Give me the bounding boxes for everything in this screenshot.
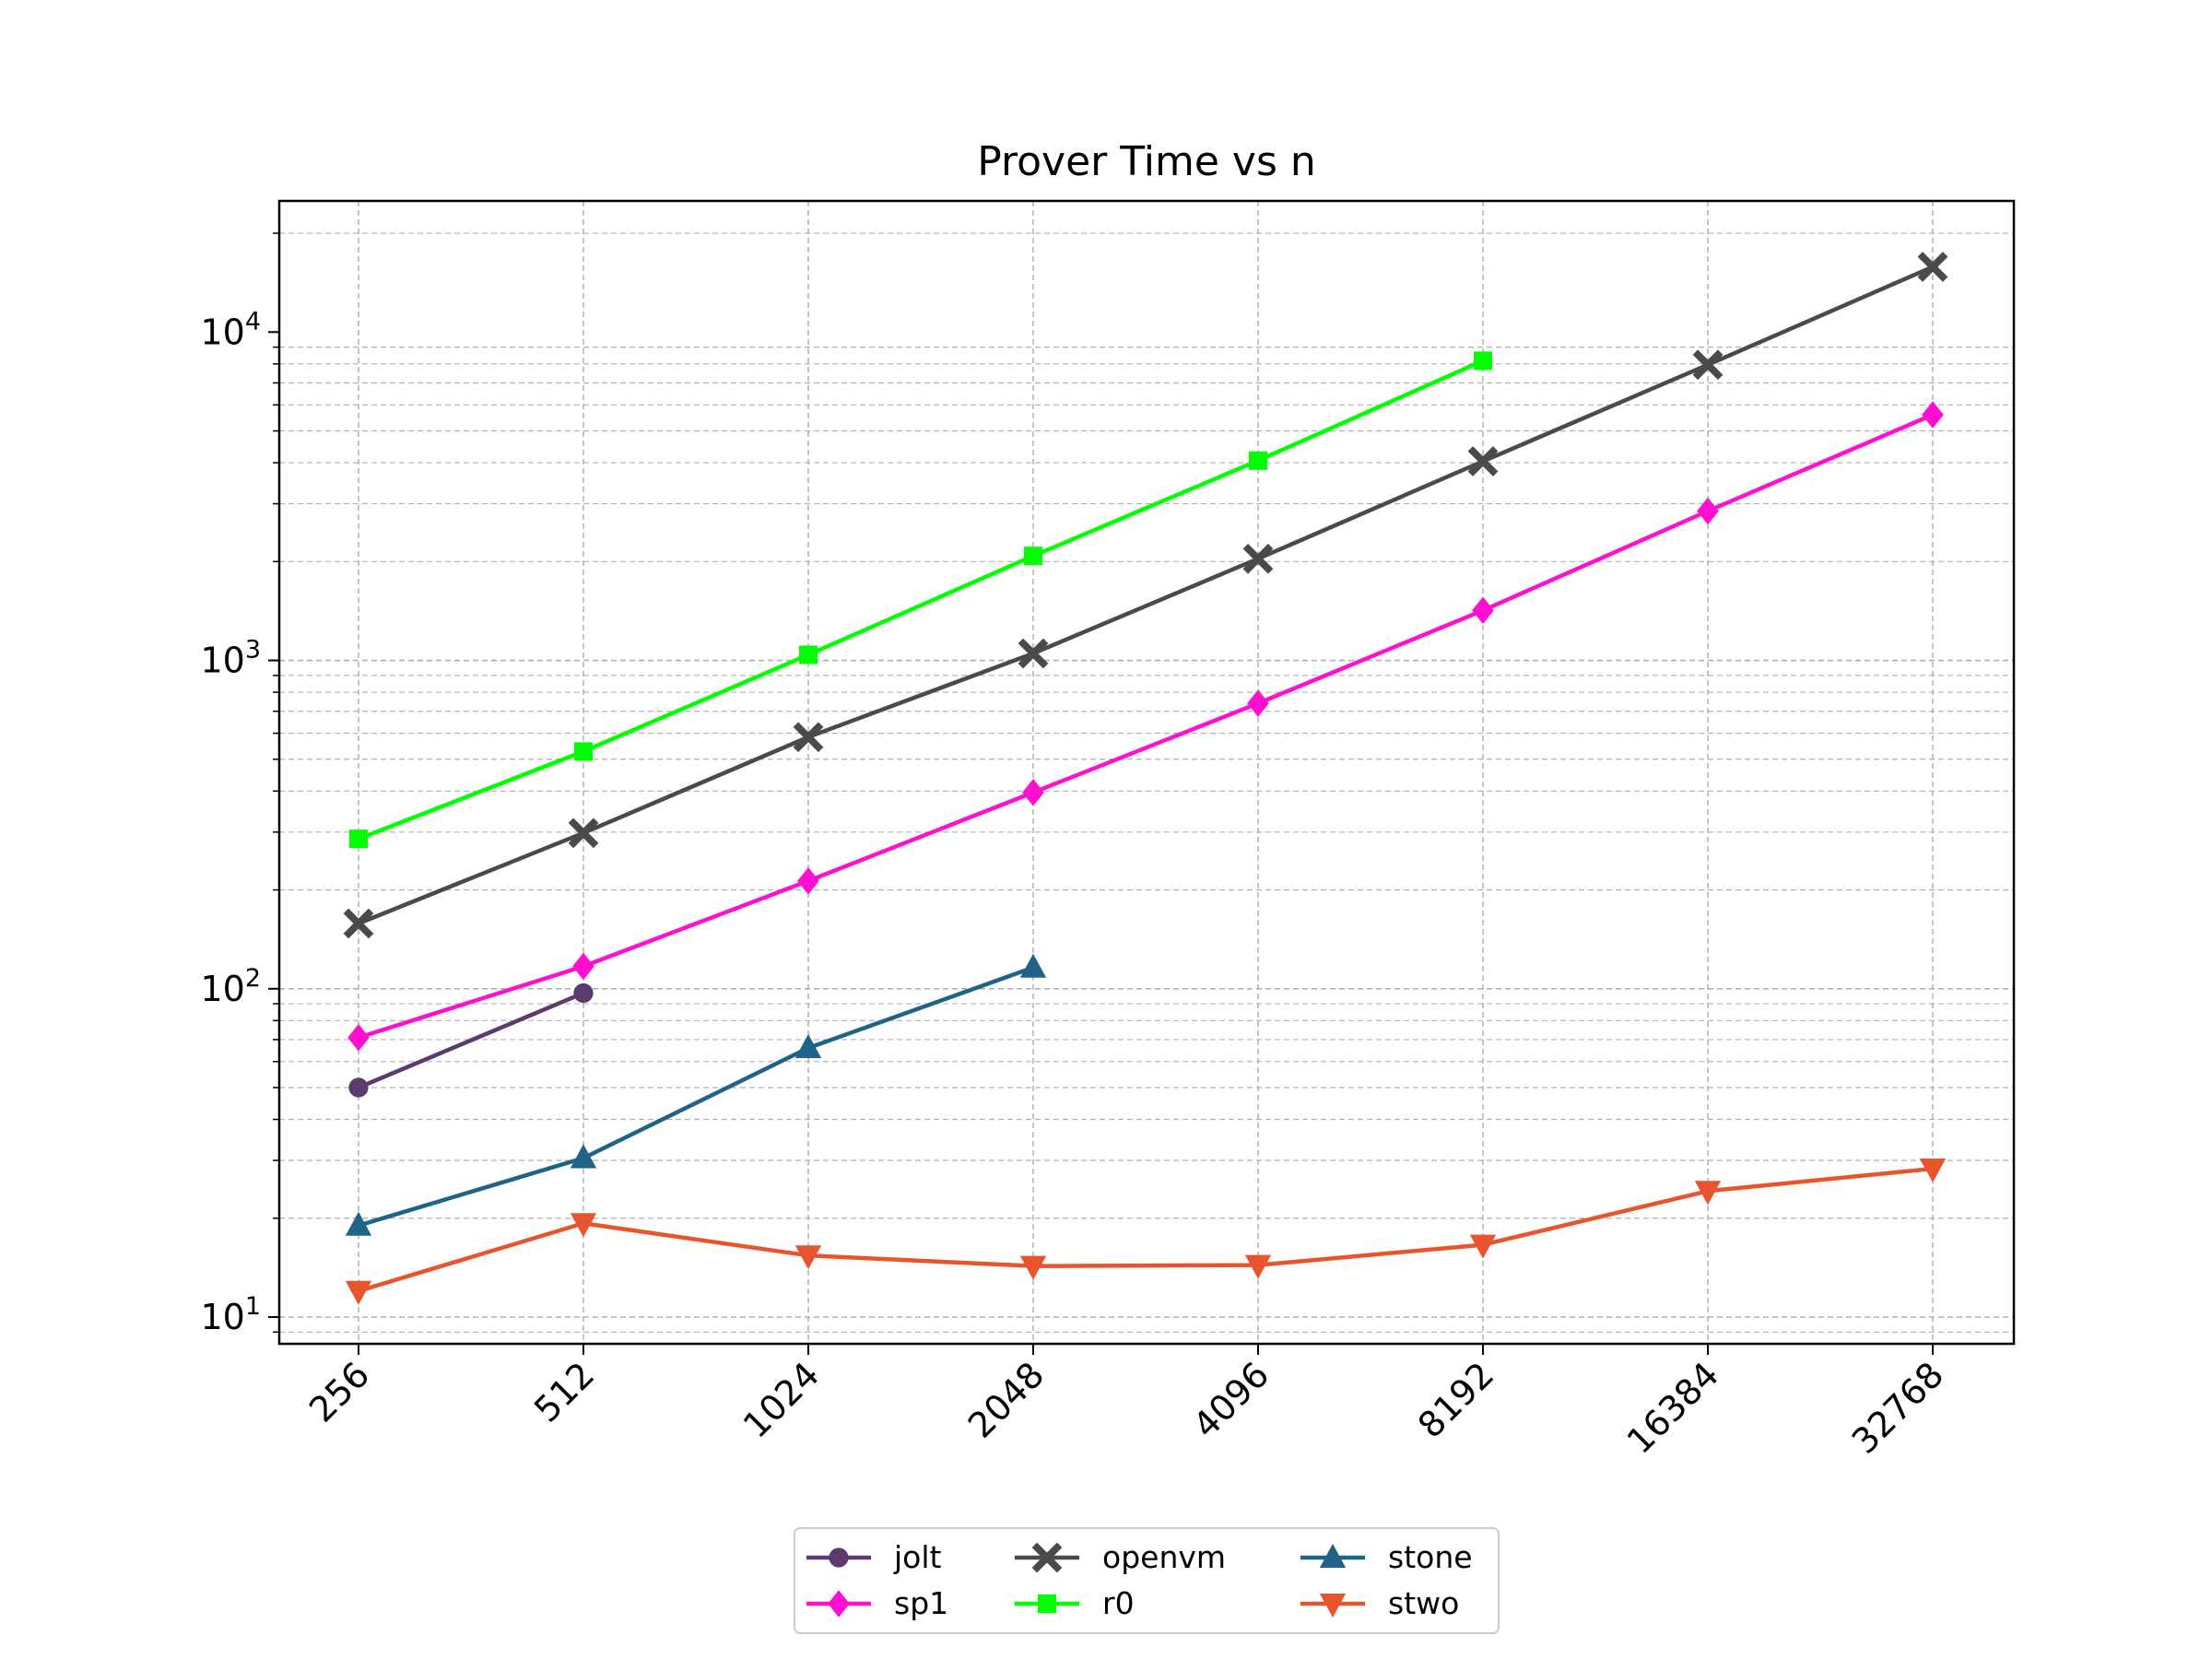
data-point-sp1 — [1697, 497, 1719, 525]
data-point-r0 — [1023, 547, 1043, 566]
legend-label-jolt: jolt — [893, 1539, 942, 1575]
data-point-openvm — [568, 818, 599, 849]
legend-item-sp1: sp1 — [806, 1585, 948, 1621]
legend-item-openvm: openvm — [1015, 1539, 1226, 1575]
legend-label-openvm: openvm — [1102, 1539, 1226, 1575]
data-point-r0 — [1473, 351, 1493, 371]
series-openvm — [343, 252, 1948, 939]
series-r0 — [348, 351, 1493, 849]
data-point-sp1 — [1247, 689, 1269, 717]
x-tick-label: 1024 — [735, 1354, 828, 1446]
legend-marker-jolt — [829, 1547, 849, 1568]
data-point-stwo — [1469, 1234, 1497, 1259]
legend-item-r0: r0 — [1015, 1585, 1135, 1621]
y-tick-label: 101 — [200, 1292, 261, 1337]
data-point-sp1 — [1022, 779, 1044, 806]
data-point-stwo — [570, 1213, 597, 1238]
series-line-stone — [358, 965, 1034, 1228]
series-jolt — [348, 982, 594, 1098]
legend-label-stwo: stwo — [1388, 1585, 1459, 1621]
legend-item-jolt: jolt — [806, 1539, 942, 1575]
data-point-stwo — [1244, 1254, 1272, 1279]
data-point-stone — [794, 1034, 822, 1059]
data-point-jolt — [348, 1077, 369, 1098]
data-point-stwo — [794, 1245, 822, 1270]
series-line-openvm — [358, 265, 1934, 926]
data-point-openvm — [793, 722, 824, 753]
data-point-sp1 — [1472, 596, 1494, 625]
data-point-r0 — [1248, 451, 1268, 470]
data-point-openvm — [343, 908, 374, 939]
x-tick-label: 2048 — [960, 1354, 1053, 1446]
data-point-r0 — [348, 830, 369, 849]
data-point-r0 — [798, 645, 818, 665]
legend-marker-sp1 — [828, 1590, 850, 1618]
data-point-sp1 — [797, 866, 819, 895]
legend-item-stone: stone — [1300, 1539, 1473, 1575]
series-stone — [345, 953, 1047, 1236]
legend-label-r0: r0 — [1102, 1585, 1135, 1621]
legend-marker-openvm — [1031, 1542, 1063, 1573]
data-point-jolt — [573, 982, 594, 1004]
legend-item-stwo: stwo — [1300, 1585, 1459, 1621]
y-tick-label: 103 — [200, 636, 261, 681]
plot-frame — [277, 199, 2016, 1346]
x-tick-label: 4096 — [1185, 1354, 1277, 1446]
data-point-sp1 — [1922, 401, 1944, 429]
data-point-stwo — [1694, 1181, 1722, 1206]
series-line-sp1 — [358, 412, 1934, 1040]
series-line-stwo — [358, 1166, 1934, 1293]
legend-label-stone: stone — [1388, 1539, 1473, 1575]
data-point-openvm — [1917, 252, 1948, 282]
y-tick-label: 102 — [200, 964, 261, 1009]
data-point-sp1 — [572, 952, 594, 981]
data-point-stwo — [345, 1280, 372, 1305]
data-point-stwo — [1019, 1255, 1047, 1280]
legend-label-sp1: sp1 — [894, 1585, 948, 1621]
data-point-openvm — [1692, 349, 1724, 381]
chart-title: Prover Time vs n — [977, 138, 1316, 185]
x-tick-label: 8192 — [1410, 1354, 1502, 1446]
legend: jolt sp1 openvm r0 stone stwo — [794, 1527, 1500, 1634]
x-tick-label: 32768 — [1844, 1354, 1952, 1462]
x-tick-label: 512 — [526, 1354, 602, 1430]
data-point-stwo — [1919, 1159, 1947, 1183]
x-axis: 256 512 1024 2048 4096 8192 16384 32768 — [301, 1344, 1951, 1462]
data-point-stone — [1019, 953, 1047, 978]
y-tick-label: 104 — [200, 307, 261, 352]
grid — [279, 201, 2014, 1344]
series-layer — [343, 252, 1948, 1305]
series-sp1 — [347, 401, 1944, 1052]
legend-marker-r0 — [1037, 1594, 1057, 1614]
legend-marker-stone — [1319, 1543, 1347, 1568]
x-tick-label: 256 — [301, 1354, 377, 1430]
data-point-r0 — [573, 742, 594, 761]
series-stwo — [345, 1159, 1947, 1305]
legend-marker-stwo — [1319, 1594, 1347, 1618]
data-point-openvm — [1018, 638, 1049, 669]
series-line-jolt — [358, 991, 584, 1090]
data-point-openvm — [1467, 446, 1499, 477]
data-point-openvm — [1242, 543, 1274, 574]
series-line-r0 — [358, 359, 1484, 841]
data-point-stone — [345, 1211, 372, 1236]
x-tick-label: 16384 — [1619, 1354, 1727, 1462]
legend-box — [794, 1527, 1500, 1634]
data-point-sp1 — [347, 1023, 370, 1052]
y-axis: 101 102 103 104 — [200, 232, 279, 1337]
data-point-stone — [570, 1144, 597, 1169]
